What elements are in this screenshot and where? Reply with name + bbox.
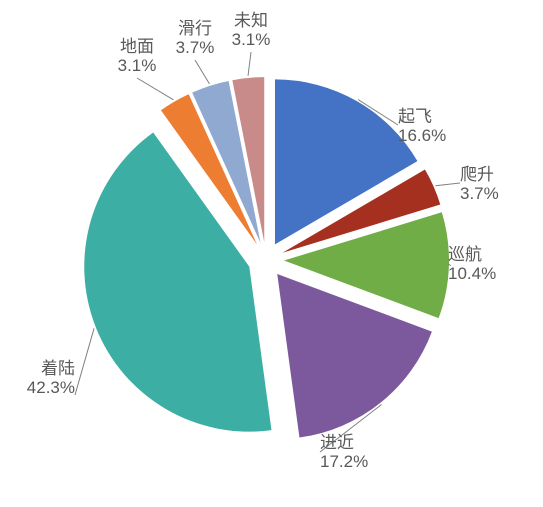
exploded-pie-chart: 起飞16.6%爬升3.7%巡航10.4%进近17.2%着陆42.3%地面3.1%… <box>0 0 543 507</box>
slice-percent-4: 42.3% <box>27 378 75 397</box>
leader-line-6 <box>195 60 209 84</box>
slice-percent-1: 3.7% <box>460 184 499 203</box>
slice-label-1: 爬升 <box>460 165 494 184</box>
slice-label-7: 未知 <box>234 11 268 30</box>
slice-label-5: 地面 <box>120 37 154 56</box>
slice-percent-0: 16.6% <box>398 126 446 145</box>
leader-line-5 <box>137 78 173 100</box>
slice-percent-5: 3.1% <box>118 56 157 75</box>
slice-percent-7: 3.1% <box>232 30 271 49</box>
slice-label-3: 进近 <box>320 433 354 452</box>
leader-line-1 <box>435 183 460 186</box>
slice-label-6: 滑行 <box>178 19 212 38</box>
slice-label-2: 巡航 <box>448 245 482 264</box>
leader-line-7 <box>248 52 251 76</box>
slice-label-0: 起飞 <box>398 107 432 126</box>
pie-svg: 起飞16.6%爬升3.7%巡航10.4%进近17.2%着陆42.3%地面3.1%… <box>0 0 543 507</box>
leader-line-4 <box>75 328 94 395</box>
slice-percent-6: 3.7% <box>176 38 215 57</box>
slice-percent-3: 17.2% <box>320 452 368 471</box>
slice-percent-2: 10.4% <box>448 264 496 283</box>
slice-label-4: 着陆 <box>41 359 75 378</box>
